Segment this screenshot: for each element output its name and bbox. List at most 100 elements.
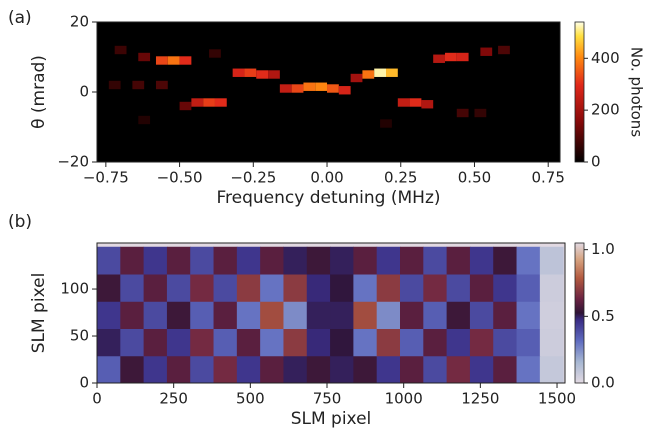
heatmap-cell — [539, 274, 564, 302]
x-tick-label: 1000 — [385, 390, 423, 408]
heatmap-cell — [179, 101, 192, 111]
heatmap-cell — [283, 355, 308, 384]
colorbar — [574, 21, 585, 163]
heatmap-cell — [493, 246, 518, 275]
heatmap-cell — [444, 52, 457, 62]
heatmap-cell — [143, 301, 168, 330]
heatmap-cell — [143, 246, 168, 275]
heatmap-cell — [143, 274, 168, 302]
heatmap-cell — [469, 274, 494, 302]
colorbar-tick-label: 200 — [591, 101, 620, 119]
heatmap-cell — [97, 328, 121, 357]
heatmap-cell — [474, 108, 487, 118]
heatmap-cell — [306, 328, 331, 357]
heatmap-cell — [469, 301, 494, 330]
heatmap-cell — [315, 82, 328, 91]
heatmap-cell — [380, 119, 392, 128]
y-tick-label: 50 — [70, 327, 89, 345]
heatmap-cell — [498, 45, 510, 55]
heatmap-cell — [409, 98, 422, 107]
x-axis-label: SLM pixel — [291, 409, 372, 429]
plot-area — [97, 243, 565, 384]
x-tick-label: 250 — [159, 390, 188, 408]
heatmap-cell — [138, 52, 151, 62]
heatmap-cell — [306, 274, 331, 302]
heatmap-cell — [469, 328, 494, 357]
heatmap-cell — [446, 328, 471, 357]
heatmap-cell — [97, 301, 121, 330]
heatmap-cell — [283, 328, 308, 357]
heatmap-cell — [260, 301, 284, 330]
heatmap-cell — [166, 246, 191, 275]
heatmap-cell — [353, 301, 378, 330]
heatmap-cell — [120, 246, 145, 275]
heatmap-cell — [143, 355, 168, 384]
heatmap-cell — [493, 355, 518, 384]
heatmap-cell — [539, 301, 564, 330]
heatmap-cell — [376, 355, 401, 384]
heatmap-cell — [120, 355, 145, 384]
heatmap-cell — [338, 86, 351, 95]
heatmap-cell — [421, 100, 434, 109]
heatmap-cell — [236, 246, 261, 275]
heatmap-cell — [213, 274, 238, 302]
y-tick-label: 0 — [79, 83, 89, 101]
heatmap-cell — [493, 274, 518, 302]
heatmap-cell — [446, 246, 471, 275]
heatmap-cell — [516, 328, 541, 357]
heatmap-cell — [423, 355, 448, 384]
heatmap-cell — [291, 84, 304, 93]
heatmap-cell — [303, 82, 316, 91]
heatmap-cell — [433, 54, 445, 63]
x-tick-label: 500 — [236, 390, 265, 408]
heatmap-cell — [306, 301, 331, 330]
heatmap-cell — [376, 246, 401, 275]
heatmap-cell — [283, 246, 308, 275]
heatmap-cell — [353, 274, 378, 302]
heatmap-cell — [283, 274, 308, 302]
heatmap-cell — [539, 328, 564, 357]
heatmap-cell — [166, 274, 191, 302]
heatmap-cell — [362, 70, 375, 79]
y-tick-label: −20 — [57, 153, 89, 171]
heatmap-cell — [539, 355, 564, 384]
heatmap-cell — [397, 98, 410, 107]
heatmap-cell — [213, 328, 238, 357]
heatmap-cell — [260, 328, 284, 357]
heatmap-cell — [97, 274, 121, 302]
heatmap-cell — [155, 56, 168, 65]
heatmap-cell — [114, 45, 127, 55]
colorbar-label: No. photons — [628, 47, 646, 137]
colorbar-tick-label: 0.5 — [591, 307, 615, 325]
y-tick-label: 20 — [70, 13, 89, 31]
heatmap-cell — [108, 80, 121, 90]
heatmap-cell — [244, 68, 257, 77]
heatmap-cell — [386, 68, 398, 77]
panel-label: (b) — [8, 212, 32, 232]
heatmap-cell — [190, 246, 215, 275]
panel-label: (a) — [8, 8, 32, 28]
x-tick-label: 0.25 — [384, 169, 417, 187]
heatmap-cell — [493, 328, 518, 357]
heatmap-cell — [330, 246, 354, 275]
heatmap-cell — [120, 274, 145, 302]
heatmap-cell — [400, 246, 424, 275]
y-axis-label: θ (mrad) — [29, 55, 49, 129]
heatmap-cell — [132, 80, 145, 90]
heatmap-cell — [167, 56, 180, 65]
x-tick-label: 1250 — [461, 390, 499, 408]
heatmap-cell — [516, 301, 541, 330]
heatmap-cell — [260, 274, 284, 302]
plot-frame — [96, 242, 566, 384]
x-tick-label: 0.00 — [310, 169, 343, 187]
heatmap-cell — [493, 301, 518, 330]
heatmap-cell — [456, 108, 469, 118]
heatmap-cell — [330, 328, 354, 357]
heatmap-cell — [260, 246, 284, 275]
x-tick-label: 0 — [92, 390, 102, 408]
x-tick-label: 1500 — [538, 390, 576, 408]
heatmap-cell — [155, 80, 168, 90]
heatmap-cell — [213, 355, 238, 384]
heatmap-cell — [353, 355, 378, 384]
heatmap-cell — [327, 84, 339, 93]
